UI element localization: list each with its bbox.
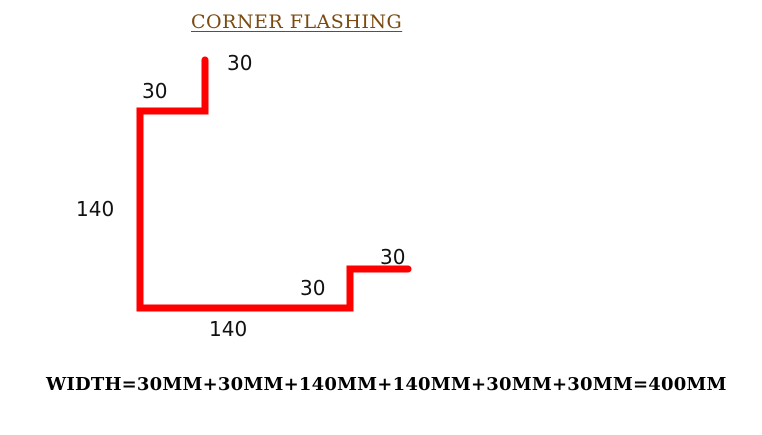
- flashing-profile-line: [136, 56, 412, 312]
- diagram-title: CORNER FLASHING: [191, 11, 403, 33]
- dimension-bottom-lip: 30: [380, 245, 405, 269]
- dimension-left-side: 140: [76, 197, 114, 221]
- dimension-top-lip: 30: [227, 51, 252, 75]
- dimension-top-return: 30: [142, 79, 167, 103]
- width-formula: WIDTH=30MM+30MM+140MM+140MM+30MM+30MM=40…: [46, 374, 727, 395]
- dimension-bottom-step: 30: [300, 276, 325, 300]
- dimension-bottom-side: 140: [209, 317, 247, 341]
